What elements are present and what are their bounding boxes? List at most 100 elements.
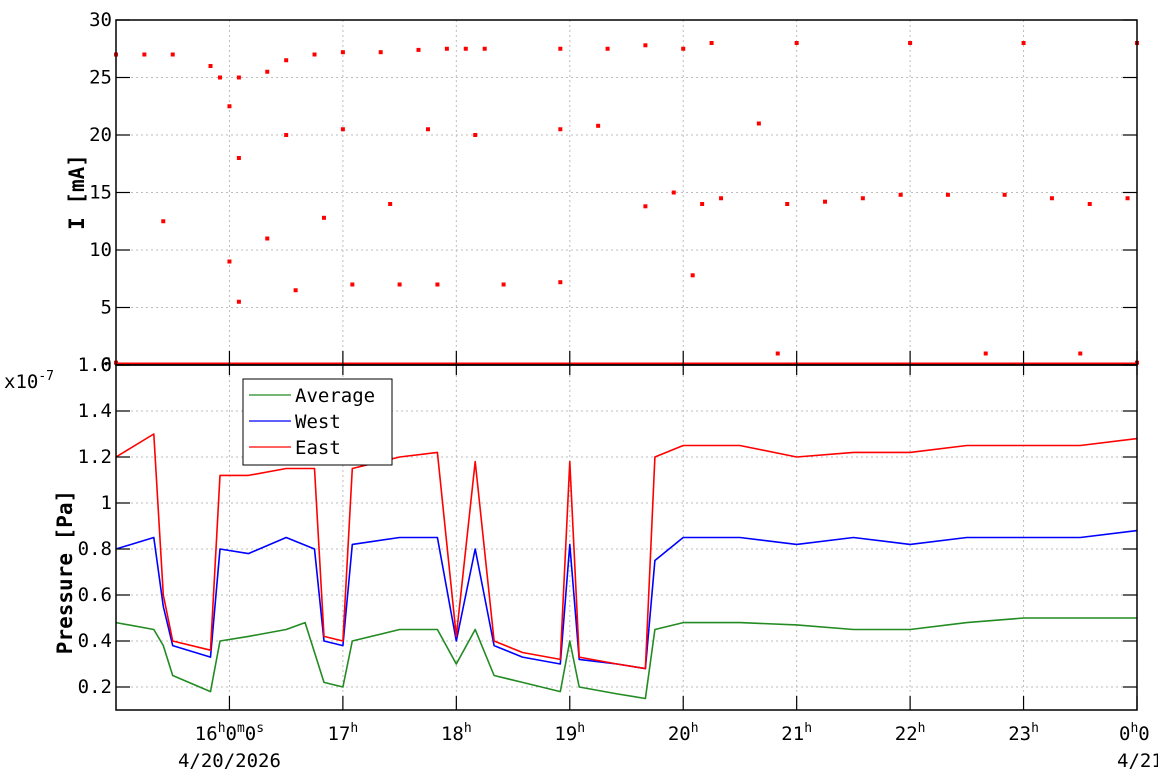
- current-point: [236, 156, 241, 160]
- current-point: [473, 133, 478, 137]
- current-point: [1002, 192, 1007, 197]
- current-point: [444, 46, 449, 51]
- current-y-tick-label: 30: [89, 9, 112, 31]
- current-point: [643, 43, 648, 48]
- current-point: [236, 299, 241, 304]
- current-point: [775, 351, 780, 356]
- pressure-series-west: [115, 529, 1138, 670]
- legend-label-average: Average: [295, 385, 375, 407]
- current-point: [860, 196, 865, 201]
- x-tick-h-sup: h: [577, 721, 585, 736]
- pressure-y-exponent-base: x10: [4, 371, 38, 393]
- current-point: [265, 236, 270, 241]
- current-point: [643, 204, 648, 209]
- current-point: [284, 58, 289, 63]
- current-point: [435, 282, 440, 287]
- pressure-y-exponent-power: -7: [38, 369, 54, 384]
- current-point: [945, 192, 950, 197]
- x-tick-hour: 23: [1008, 723, 1031, 745]
- x-tick-hour: 18: [441, 723, 464, 745]
- x-tick-h-sup: h: [1031, 721, 1039, 736]
- current-point: [208, 64, 213, 68]
- x-tick-seconds: 0: [245, 723, 256, 745]
- x-tick-hour: 22: [895, 723, 918, 745]
- pressure-y-tick-label: 1.6: [78, 354, 112, 376]
- pressure-x-date-label: 4/20/2026: [178, 750, 281, 772]
- pressure-series-average: [115, 617, 1137, 700]
- pressure-legend: Average West East: [242, 378, 393, 466]
- current-point: [142, 52, 147, 57]
- pressure-x-tick-label: 18h: [441, 721, 472, 745]
- pressure-x-tick-label: 19h: [554, 721, 585, 745]
- x-tick-h-sup: h: [218, 721, 226, 736]
- x-tick-h-sup: h: [464, 721, 472, 736]
- current-point: [378, 50, 383, 55]
- current-point: [785, 202, 790, 206]
- pressure-y-exponent: x10-7: [4, 369, 54, 393]
- current-y-tick-label: 5: [101, 297, 112, 319]
- current-point: [170, 52, 175, 57]
- current-point: [1087, 202, 1092, 206]
- pressure-x-tick-label: 23h: [1008, 721, 1039, 745]
- current-point: [681, 46, 686, 51]
- x-tick-hour: 21: [781, 723, 804, 745]
- x-tick-m-sup: m: [237, 721, 245, 736]
- current-point: [690, 273, 695, 278]
- pressure-y-tick-label: 1.4: [78, 400, 112, 422]
- current-point: [236, 75, 241, 80]
- pressure-series-east: [115, 433, 1138, 670]
- x-tick-minutes: 0: [1138, 723, 1149, 745]
- current-point: [388, 202, 393, 206]
- current-panel: 0 5 10 15 20 25 30 I [mA]: [65, 9, 1139, 376]
- legend-label-east: East: [295, 437, 341, 459]
- pressure-y-tick-label: 0.4: [78, 630, 112, 652]
- current-point: [596, 123, 601, 128]
- current-point: [898, 192, 903, 197]
- current-point: [823, 199, 828, 204]
- x-tick-s-sup: s: [256, 721, 264, 736]
- current-axis-ticks: 0 5 10 15 20 25 30: [89, 9, 1138, 376]
- current-point: [425, 127, 430, 132]
- current-point: [908, 41, 913, 45]
- current-point: [1049, 196, 1054, 201]
- legend-box: [242, 378, 393, 466]
- current-point: [709, 41, 714, 45]
- legend-label-west: West: [295, 411, 341, 433]
- current-point: [321, 215, 326, 220]
- current-point: [293, 288, 298, 293]
- current-y-tick-label: 0: [101, 354, 112, 376]
- x-tick-h-sup: h: [1130, 721, 1138, 736]
- x-tick-h-sup: h: [691, 721, 699, 736]
- current-y-tick-label: 20: [89, 124, 112, 146]
- current-point: [983, 351, 988, 356]
- pressure-y-axis-label: Pressure [Pa]: [53, 490, 77, 654]
- pressure-x-tick-label: 21h: [781, 721, 812, 745]
- current-point: [284, 133, 289, 137]
- pressure-y-tick-label: 0.8: [78, 538, 112, 560]
- current-point: [227, 104, 232, 109]
- current-point: [217, 75, 222, 80]
- current-point: [1078, 351, 1083, 356]
- current-point: [700, 202, 705, 206]
- current-point: [397, 282, 402, 287]
- current-point: [1125, 196, 1130, 201]
- x-tick-minutes: 0: [226, 723, 237, 745]
- current-point: [558, 127, 563, 132]
- current-point: [756, 121, 761, 126]
- x-tick-h-sup: h: [918, 721, 926, 736]
- current-point: [340, 127, 345, 132]
- current-y-tick-label: 10: [89, 239, 112, 261]
- pressure-x-tick-label: 17h: [328, 721, 359, 745]
- current-point: [794, 41, 799, 45]
- x-tick-h-sup: h: [350, 721, 358, 736]
- x-tick-hour: 16: [195, 723, 218, 745]
- current-point: [416, 47, 421, 52]
- current-point: [350, 282, 355, 287]
- current-point: [605, 46, 610, 51]
- current-point: [719, 196, 724, 201]
- pressure-x-tick-label: 0h0: [1119, 721, 1150, 745]
- pressure-y-tick-label: 0.6: [78, 584, 112, 606]
- pressure-x-tick-label: 20h: [668, 721, 699, 745]
